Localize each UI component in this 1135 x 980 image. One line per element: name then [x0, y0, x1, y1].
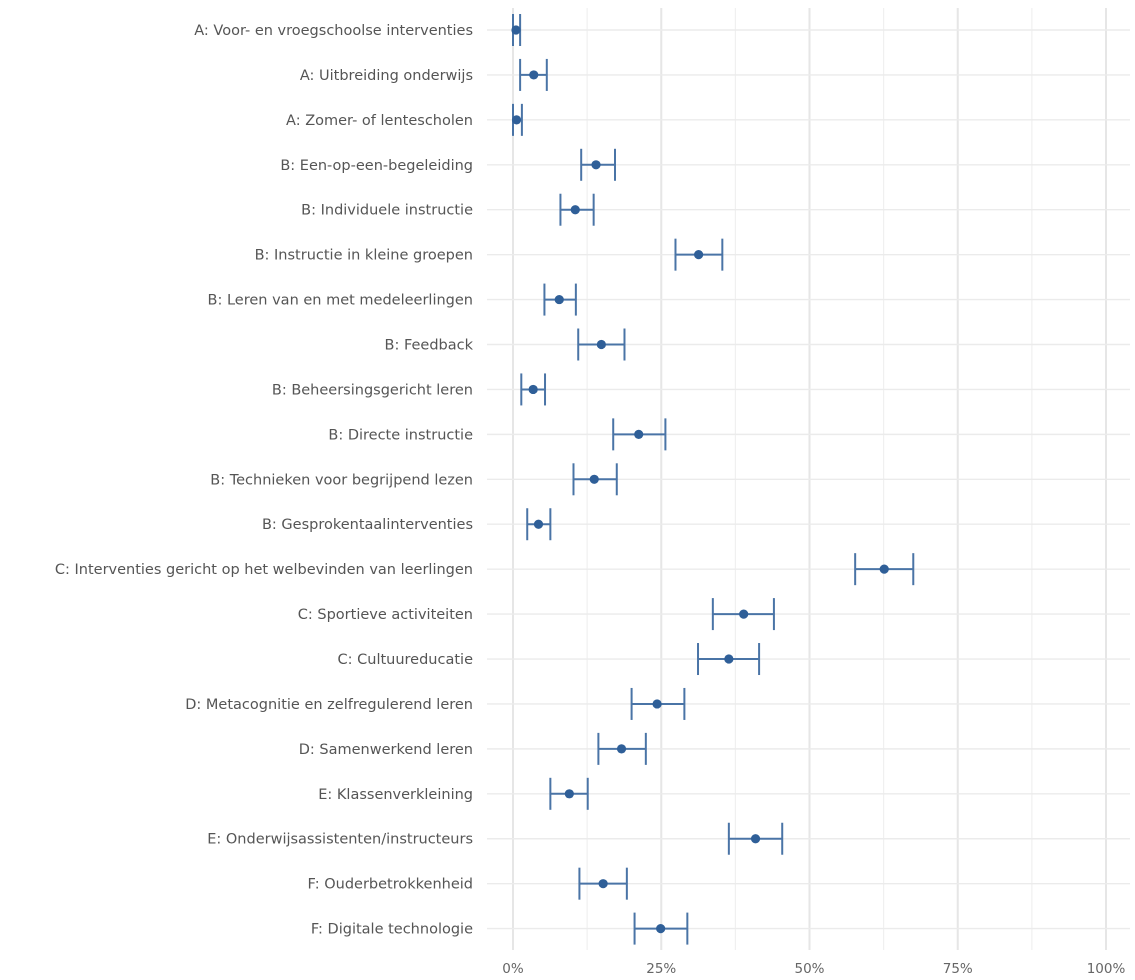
category-label: C: Cultuureducatie — [338, 652, 474, 668]
estimate-point — [564, 789, 574, 799]
errorbar-mark — [597, 732, 647, 765]
errorbar-mark — [697, 643, 761, 676]
estimate-point — [570, 205, 580, 215]
x-tick-label: 50% — [794, 961, 824, 977]
estimate-point — [554, 294, 564, 305]
errorbar-mark — [543, 283, 577, 316]
category-label: A: Uitbreiding onderwijs — [300, 68, 473, 84]
estimate-point — [511, 115, 522, 125]
errorbar-mark — [612, 418, 667, 451]
category-label: A: Voor- en vroegschoolse interventies — [194, 23, 473, 39]
category-label: B: Gesprokentaalinterventies — [262, 517, 473, 533]
category-labels: A: Voor- en vroegschoolse interventies A:… — [55, 23, 474, 938]
estimate-point — [879, 564, 889, 574]
errorbar-mark — [577, 328, 626, 361]
errorbar-mark — [526, 508, 552, 541]
estimate-point — [652, 699, 662, 709]
estimate-point — [591, 160, 601, 170]
errorbar-mark — [630, 687, 686, 720]
errorbar-mark — [549, 777, 589, 810]
errorbar-mark — [633, 912, 689, 945]
estimate-point — [656, 924, 666, 934]
category-label: E: Onderwijsassistenten/instructeurs — [207, 832, 473, 848]
estimate-point — [724, 654, 734, 664]
errorbar-mark — [674, 238, 724, 271]
estimate-point — [596, 339, 606, 350]
category-label: B: Feedback — [385, 338, 474, 354]
estimate-point — [694, 250, 704, 260]
category-label: E: Klassenverkleining — [318, 787, 473, 803]
x-tick-label: 25% — [646, 961, 676, 977]
estimate-point — [529, 70, 539, 80]
estimate-point — [598, 879, 608, 889]
data-marks — [511, 14, 915, 945]
category-label: F: Digitale technologie — [311, 922, 473, 938]
category-label: B: Een-op-een-begeleiding — [280, 158, 473, 174]
errorbar-mark — [519, 58, 548, 91]
estimate-point — [616, 744, 627, 754]
errorbar-mark — [727, 822, 784, 855]
estimate-point — [739, 609, 749, 619]
category-label: C: Sportieve activiteiten — [298, 607, 473, 623]
category-label: B: Individuele instructie — [301, 203, 473, 219]
estimate-point — [533, 519, 544, 529]
category-label: D: Metacognitie en zelfregulerend leren — [185, 697, 473, 713]
errorbar-mark — [511, 103, 523, 136]
x-axis-tick-labels: 0% 25% 50% 75% 100% — [502, 961, 1125, 977]
category-label: B: Beheersingsgericht leren — [272, 382, 473, 398]
category-label: B: Leren van en met medeleerlingen — [208, 293, 473, 309]
x-tick-label: 75% — [943, 961, 973, 977]
x-tick-label: 0% — [502, 961, 524, 977]
x-tick-label: 100% — [1087, 961, 1126, 977]
category-label: C: Interventies gericht op het welbevind… — [55, 562, 473, 578]
estimate-point — [511, 25, 521, 35]
estimate-point — [589, 474, 599, 484]
estimate-point — [750, 834, 761, 844]
errorbar-mark — [559, 193, 595, 226]
category-label: B: Directe instructie — [328, 427, 473, 443]
errorbar-mark — [711, 598, 775, 631]
errorbar-mark — [854, 553, 915, 586]
category-label: B: Instructie in kleine groepen — [255, 248, 473, 264]
estimate-point — [528, 384, 538, 395]
errorbar-mark — [580, 148, 616, 181]
category-label: F: Ouderbetrokkenheid — [308, 877, 473, 893]
estimate-point — [634, 429, 644, 439]
grid-lines — [487, 8, 1130, 950]
errorbar-mark — [572, 463, 618, 496]
errorbar-mark — [520, 373, 547, 406]
category-label: A: Zomer- of lentescholen — [286, 113, 473, 129]
category-label: B: Technieken voor begrijpend lezen — [210, 472, 473, 488]
errorbar-mark — [578, 867, 628, 900]
category-label: D: Samenwerkend leren — [299, 742, 473, 758]
errorbar-mark — [511, 14, 522, 46]
